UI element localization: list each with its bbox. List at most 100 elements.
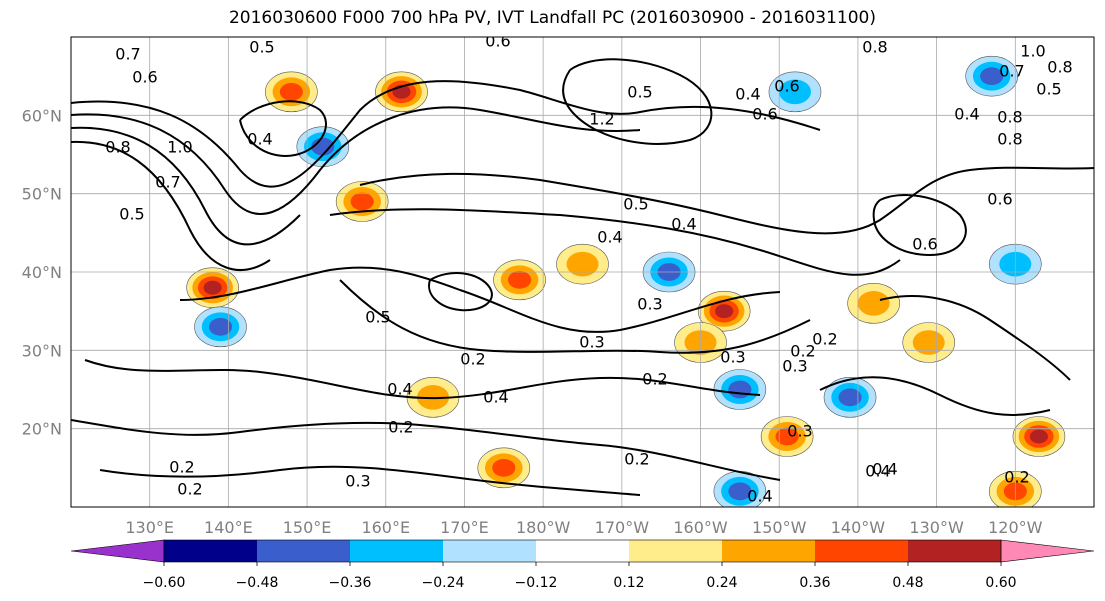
colorbar-tick-label: −0.60: [143, 575, 186, 591]
lon-tick-label: 140°W: [831, 518, 886, 537]
colorbar-tick-label: −0.12: [515, 575, 558, 591]
contour-label: 0.8: [1047, 58, 1072, 77]
contour-label: 0.2: [812, 330, 837, 349]
anomaly-cell: [912, 330, 945, 355]
contour-label: 0.2: [169, 458, 194, 477]
contour-label: 0.7: [115, 45, 140, 64]
contour-line: [71, 140, 271, 271]
contour-line: [71, 80, 821, 188]
contour-label: 0.4: [872, 460, 897, 479]
colorbar-tick-label: −0.48: [236, 575, 279, 591]
anomaly-cell: [208, 317, 233, 336]
contour-label: 0.8: [105, 138, 130, 157]
contour-line: [562, 58, 713, 145]
contour-label: 0.8: [862, 38, 887, 57]
chart-title: 2016030600 F000 700 hPa PV, IVT Landfall…: [228, 8, 876, 28]
contour-label: 0.7: [999, 62, 1024, 81]
anomaly-cell: [728, 380, 752, 399]
contour-label: 0.3: [579, 333, 604, 352]
contour-label: 0.4: [671, 215, 696, 234]
lon-tick-label: 150°W: [752, 518, 807, 537]
colorbar-segment: [629, 540, 722, 562]
contour-label: 0.4: [483, 388, 508, 407]
lat-tick-label: 40°N: [22, 263, 62, 282]
lon-tick-label: 160°W: [673, 518, 728, 537]
contour-label: 0.2: [388, 418, 413, 437]
colorbar-extend-low: [70, 539, 165, 563]
contour-label: 0.3: [637, 295, 662, 314]
contour-label: 0.4: [865, 462, 890, 481]
colorbar-tick-label: 0.12: [613, 575, 644, 591]
contour-label: 0.6: [485, 32, 510, 51]
colorbar: −0.60 −0.48 −0.36 −0.24 −0.12 0.12 0.24 0.36 0.4…: [70, 539, 1095, 591]
anomaly-cell: [350, 192, 374, 211]
contour-label: 0.4: [597, 228, 622, 247]
contour-label: 0.4: [387, 380, 412, 399]
contour-label: 0.2: [177, 480, 202, 499]
contour-label: 0.5: [119, 205, 144, 224]
contour-label: 0.3: [720, 348, 745, 367]
colorbar-segment: [350, 540, 443, 562]
colorbar-segment: [164, 540, 257, 562]
anomaly-cell: [566, 251, 599, 277]
pv-contour-lines: [71, 58, 1094, 496]
contour-line: [99, 465, 641, 496]
anomaly-shading-layer: [186, 55, 1066, 507]
lon-tick-label: 170°E: [440, 518, 489, 537]
contour-labels: 0.70.60.5 0.6 0.81.20.5 0.40.8 1.00.80.50.71…: [105, 32, 1072, 506]
contour-label: 0.4: [954, 105, 979, 124]
contour-line: [179, 266, 781, 333]
contour-label: 0.5: [627, 83, 652, 102]
colorbar-segment: [257, 540, 350, 562]
contour-label: 0.2: [1004, 468, 1029, 487]
colorbar-segment: [908, 540, 1001, 562]
contour-label: 0.3: [782, 357, 807, 376]
contour-label: 1.0: [167, 138, 192, 157]
contour-label: 0.5: [623, 195, 648, 214]
contour-label: 0.6: [132, 68, 157, 87]
lon-tick-label: 160°E: [361, 518, 410, 537]
contour-label: 0.4: [735, 85, 760, 104]
colorbar-tick-label: 0.60: [985, 575, 1016, 591]
contour-label: 0.6: [912, 235, 937, 254]
lon-tick-label: 130°E: [125, 518, 174, 537]
longitude-axis: 130°E 140°E 150°E 160°E 170°E 180°W 170°W 160°W…: [125, 518, 1042, 537]
lon-tick-label: 120°W: [988, 518, 1043, 537]
colorbar-tick-label: 0.48: [892, 575, 923, 591]
contour-line: [71, 126, 301, 246]
contour-line: [359, 166, 1094, 235]
contour-label: 0.6: [752, 105, 777, 124]
colorbar-segment: [722, 540, 815, 562]
contour-line: [329, 208, 901, 276]
anomaly-cell: [279, 82, 303, 101]
lon-tick-label: 180°W: [516, 518, 571, 537]
contour-label: 0.3: [345, 472, 370, 491]
anomaly-cell: [1029, 429, 1048, 444]
colorbar-segment: [815, 540, 908, 562]
anomaly-cell: [775, 427, 799, 446]
contour-line: [71, 106, 641, 215]
contour-label: 0.6: [987, 190, 1012, 209]
anomaly-cell: [715, 304, 734, 319]
colorbar-segment: [443, 540, 536, 562]
lat-tick-label: 60°N: [22, 106, 62, 125]
anomaly-cell: [857, 291, 890, 316]
lon-tick-label: 170°W: [595, 518, 650, 537]
anomaly-cell: [980, 67, 1004, 86]
contour-label: 0.6: [774, 77, 799, 96]
colorbar-tick-label: −0.36: [329, 575, 372, 591]
anomaly-cell: [492, 458, 516, 477]
lon-tick-label: 130°W: [909, 518, 964, 537]
colorbar-tick-label: 0.36: [799, 575, 830, 591]
contour-label: 0.2: [624, 450, 649, 469]
contour-line: [819, 376, 1051, 416]
plot-frame: [70, 36, 1095, 508]
contour-line: [84, 359, 761, 400]
contour-line: [339, 279, 811, 354]
contour-label: 0.5: [365, 308, 390, 327]
lat-tick-label: 50°N: [22, 185, 62, 204]
colorbar-extend-high: [1000, 539, 1095, 563]
contour-label: 0.2: [460, 350, 485, 369]
anomaly-cell: [507, 270, 532, 289]
